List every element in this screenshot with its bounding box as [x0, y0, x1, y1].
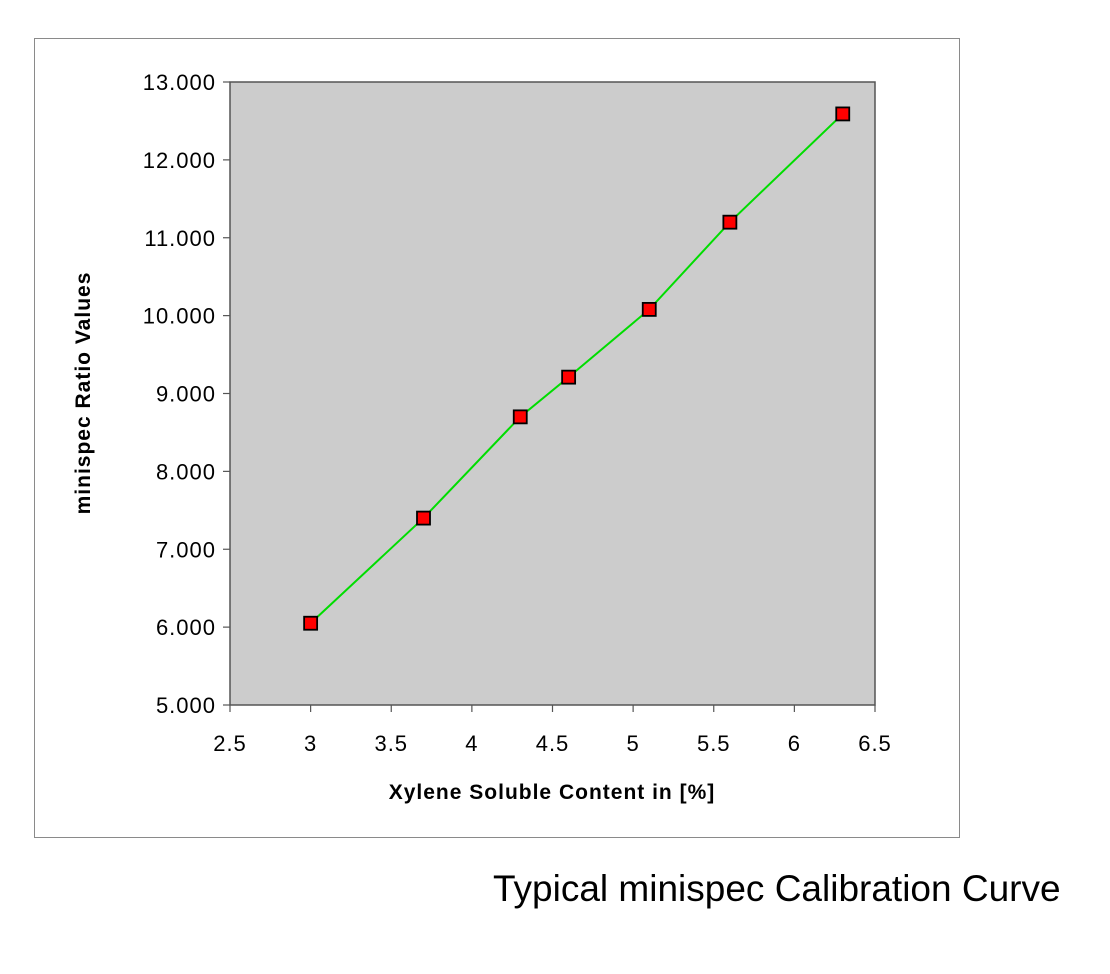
y-tick-label: 9.000 — [156, 382, 216, 407]
y-tick-label: 8.000 — [156, 459, 216, 484]
y-axis: 5.000 6.000 7.000 8.000 9.000 10.000 11.000 12.… — [143, 70, 230, 718]
figure-caption: Typical minispec Calibration Curve — [493, 868, 1061, 909]
y-tick-label: 10.000 — [143, 304, 216, 329]
y-tick-label: 12.000 — [143, 148, 216, 173]
x-tick-label: 6.5 — [858, 731, 892, 756]
y-tick-label: 7.000 — [156, 537, 216, 562]
x-tick-label: 3 — [304, 731, 317, 756]
y-axis-title: minispec Ratio Values — [72, 272, 95, 515]
x-axis-title: Xylene Soluble Content in [%] — [389, 781, 716, 804]
series-layer — [303, 106, 851, 631]
x-axis: 2.5 3 3.5 4 4.5 5 5.5 6 6.5 — [213, 705, 892, 756]
x-tick-label: 4 — [465, 731, 478, 756]
data-point — [512, 409, 528, 425]
x-tick-label: 2.5 — [213, 731, 247, 756]
data-point — [722, 214, 738, 230]
data-point — [561, 369, 577, 385]
x-tick-label: 6 — [788, 731, 801, 756]
data-point — [835, 106, 851, 122]
y-tick-label: 6.000 — [156, 615, 216, 640]
y-tick-label: 13.000 — [143, 70, 216, 95]
y-tick-label: 11.000 — [144, 226, 216, 251]
x-tick-label: 4.5 — [536, 731, 570, 756]
x-tick-label: 3.5 — [374, 731, 408, 756]
x-tick-label: 5.5 — [697, 731, 731, 756]
data-point — [303, 615, 319, 631]
y-tick-label: 5.000 — [156, 693, 216, 718]
x-tick-label: 5 — [627, 731, 640, 756]
data-point — [641, 301, 657, 317]
data-point — [416, 510, 431, 526]
